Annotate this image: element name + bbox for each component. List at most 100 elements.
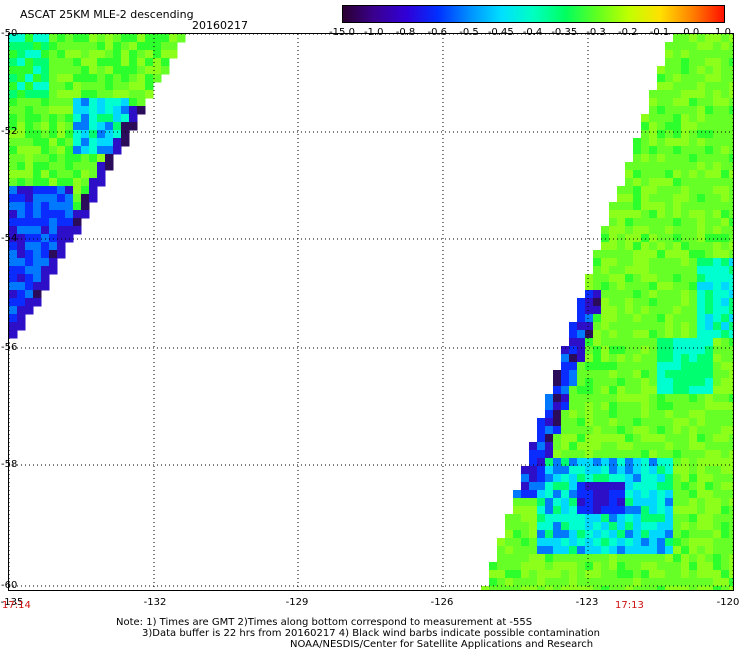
swath-cell: [657, 186, 666, 195]
swath-cell: [49, 82, 58, 91]
swath-cell: [609, 514, 618, 523]
swath-cell: [681, 74, 690, 83]
swath-cell: [89, 58, 98, 67]
swath-cell: [537, 442, 546, 451]
swath-cell: [673, 322, 682, 331]
swath-cell: [689, 314, 698, 323]
swath-cell: [681, 458, 690, 467]
swath-cell: [9, 130, 18, 139]
swath-cell: [49, 242, 58, 251]
swath-cell: [689, 306, 698, 315]
swath-cell: [553, 506, 562, 515]
swath-cell: [89, 82, 98, 91]
swath-cell: [17, 274, 26, 283]
swath-cell: [689, 234, 698, 243]
swath-cell: [657, 538, 666, 547]
swath-cell: [729, 354, 733, 363]
swath-cell: [705, 418, 714, 427]
swath-cell: [657, 562, 666, 571]
swath-cell: [145, 66, 154, 75]
swath-cell: [641, 306, 650, 315]
swath-cell: [729, 506, 733, 515]
swath-cell: [705, 138, 714, 147]
swath-cell: [9, 266, 18, 275]
swath-cell: [681, 394, 690, 403]
swath-cell: [633, 514, 642, 523]
swath-cell: [617, 498, 626, 507]
swath-cell: [673, 114, 682, 123]
swath-cell: [97, 114, 106, 123]
swath-cell: [657, 202, 666, 211]
swath-cell: [177, 34, 186, 43]
swath-cell: [681, 482, 690, 491]
swath-cell: [81, 50, 90, 59]
swath-cell: [689, 218, 698, 227]
swath-cell: [105, 42, 114, 51]
swath-cell: [121, 138, 130, 147]
swath-cell: [673, 386, 682, 395]
swath-cell: [697, 58, 706, 67]
swath-cell: [553, 538, 562, 547]
swath-cell: [593, 322, 602, 331]
swath-cell: [585, 530, 594, 539]
swath-cell: [617, 330, 626, 339]
swath-cell: [505, 578, 514, 587]
swath-cell: [729, 290, 733, 299]
swath-cell: [33, 186, 42, 195]
swath-cell: [657, 282, 666, 291]
swath-cell: [49, 226, 58, 235]
swath-cell: [561, 490, 570, 499]
swath-cell: [617, 538, 626, 547]
swath-cell: [49, 66, 58, 75]
swath-cell: [689, 122, 698, 131]
swath-cell: [697, 522, 706, 531]
swath-cell: [113, 66, 122, 75]
swath-cell: [49, 210, 58, 219]
swath-cell: [681, 370, 690, 379]
swath-cell: [97, 82, 106, 91]
swath-cell: [713, 178, 722, 187]
swath-cell: [649, 186, 658, 195]
swath-cell: [649, 530, 658, 539]
swath-cell: [577, 314, 586, 323]
swath-cell: [713, 58, 722, 67]
swath-cell: [65, 178, 74, 187]
swath-cell: [609, 458, 618, 467]
swath-cell: [57, 202, 66, 211]
swath-cell: [689, 458, 698, 467]
swath-cell: [105, 58, 114, 67]
swath-cell: [593, 570, 602, 579]
lat-label-54: -54: [1, 233, 18, 244]
swath-cell: [609, 426, 618, 435]
swath-cell: [609, 466, 618, 475]
swath-cell: [681, 442, 690, 451]
swath-cell: [609, 442, 618, 451]
swath-cell: [721, 306, 730, 315]
swath-cell: [665, 306, 674, 315]
swath-cell: [553, 450, 562, 459]
swath-cell: [665, 498, 674, 507]
swath-cell: [617, 586, 626, 590]
swath-cell: [569, 402, 578, 411]
swath-cell: [721, 130, 730, 139]
swath-cell: [561, 506, 570, 515]
swath-cell: [625, 570, 634, 579]
swath-cell: [729, 210, 733, 219]
swath-cell: [681, 122, 690, 131]
swath-cell: [569, 370, 578, 379]
swath-cell: [537, 586, 546, 590]
swath-cell: [721, 338, 730, 347]
swath-cell: [665, 354, 674, 363]
swath-cell: [689, 34, 698, 43]
swath-cell: [145, 74, 154, 83]
swath-cell: [545, 418, 554, 427]
swath-cell: [705, 234, 714, 243]
swath-cell: [641, 354, 650, 363]
swath-cell: [689, 434, 698, 443]
swath-cell: [49, 266, 58, 275]
image-title: ASCAT 25KM MLE-2 descending: [20, 8, 194, 21]
swath-cell: [113, 50, 122, 59]
swath-cell: [585, 562, 594, 571]
swath-cell: [625, 410, 634, 419]
swath-cell: [17, 282, 26, 291]
